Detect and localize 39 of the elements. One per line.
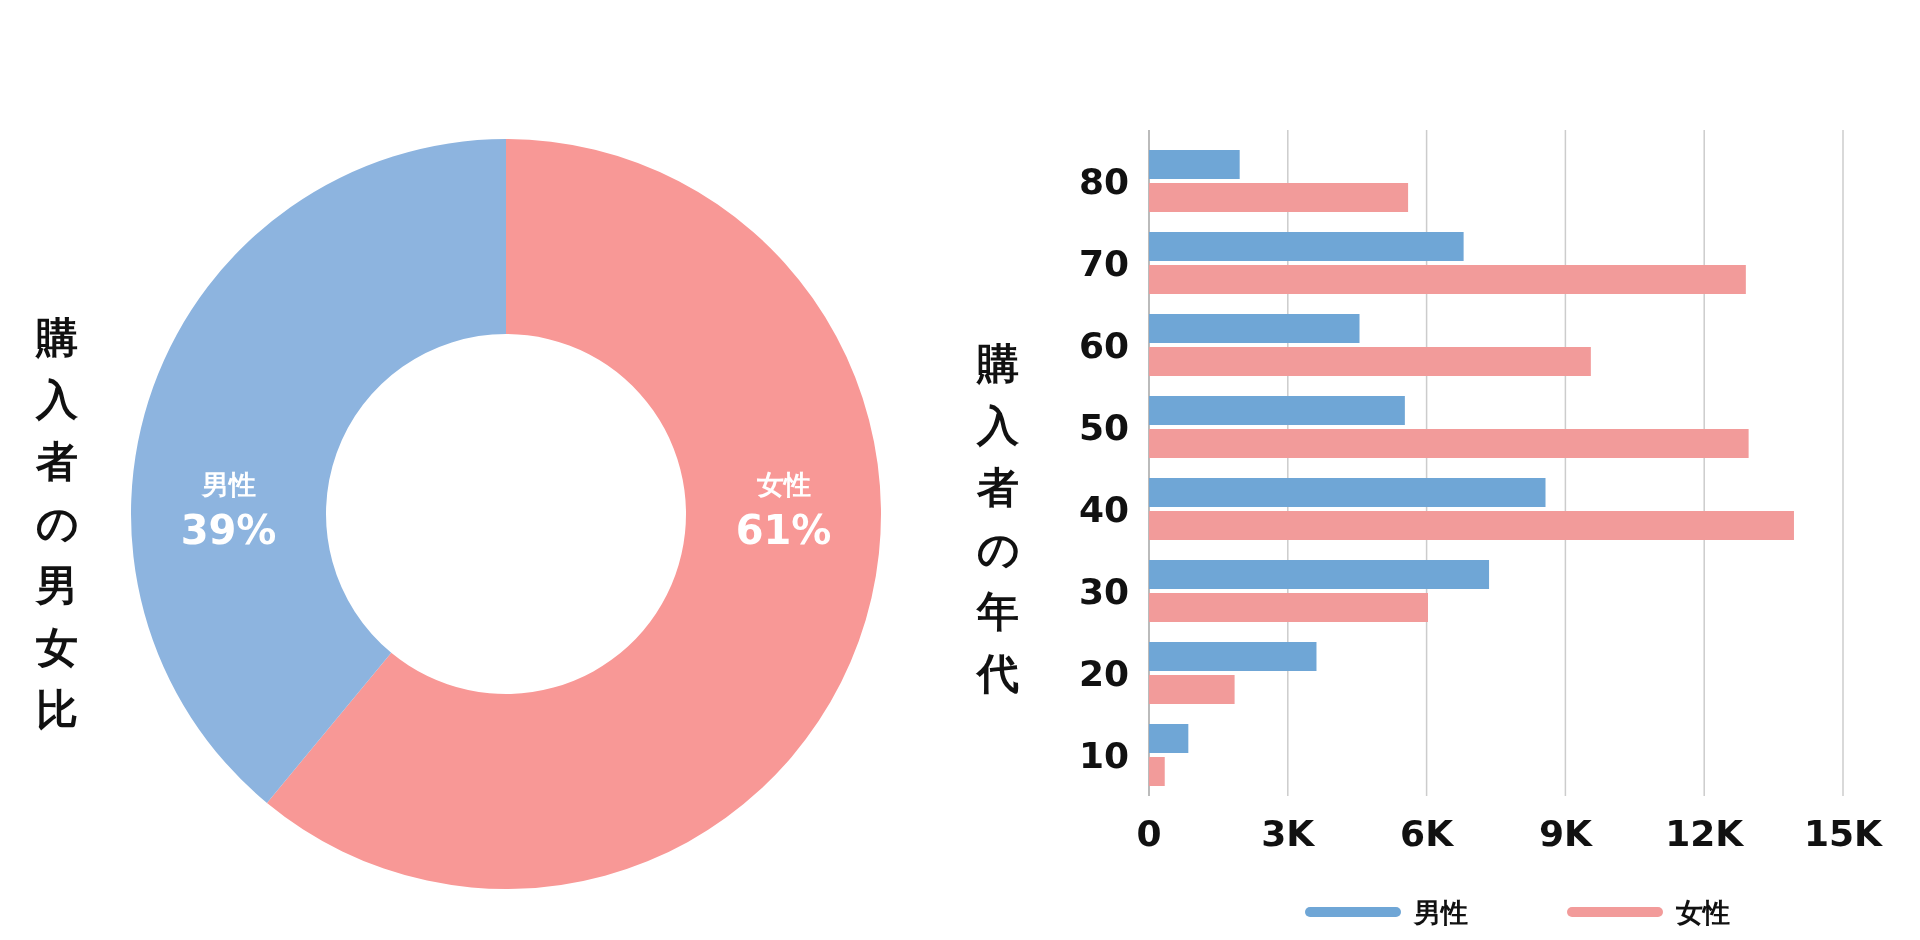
y-tick-label: 30 bbox=[1078, 571, 1129, 612]
x-tick-label: 15K bbox=[1804, 813, 1884, 854]
data-label: 61% bbox=[735, 507, 832, 553]
bar bbox=[1149, 232, 1464, 261]
data-label: 39% bbox=[180, 507, 277, 553]
bar bbox=[1149, 150, 1240, 179]
bar bbox=[1149, 724, 1189, 753]
slice-label: 女性 bbox=[755, 469, 811, 500]
slice-label: 男性 bbox=[200, 469, 256, 500]
legend-label: 男性 bbox=[1413, 897, 1468, 928]
x-tick-label: 0 bbox=[1136, 813, 1162, 854]
bar bbox=[1149, 593, 1428, 622]
y-tick-label: 40 bbox=[1078, 489, 1129, 530]
bar bbox=[1149, 642, 1317, 671]
y-tick-label: 50 bbox=[1078, 407, 1129, 448]
bar bbox=[1149, 560, 1490, 589]
bar bbox=[1149, 511, 1794, 540]
y-tick-label: 80 bbox=[1078, 161, 1129, 202]
y-tick-label: 20 bbox=[1078, 653, 1129, 694]
y-tick-label: 60 bbox=[1078, 325, 1129, 366]
text: 購入者の男女比 bbox=[34, 313, 79, 734]
x-tick-label: 9K bbox=[1538, 813, 1593, 854]
x-tick-label: 6K bbox=[1400, 813, 1455, 854]
x-tick-label: 12K bbox=[1665, 813, 1745, 854]
bar bbox=[1149, 265, 1746, 294]
legend-label: 女性 bbox=[1675, 897, 1730, 928]
donut-slice bbox=[131, 139, 506, 803]
bar bbox=[1149, 314, 1360, 343]
x-tick-label: 3K bbox=[1261, 813, 1316, 854]
bar bbox=[1149, 183, 1409, 212]
bar bbox=[1149, 429, 1749, 458]
bar bbox=[1149, 757, 1165, 786]
y-tick-label: 10 bbox=[1078, 735, 1129, 776]
y-axis-title: 購入者の年代 bbox=[975, 339, 1020, 698]
bar bbox=[1149, 396, 1405, 425]
y-tick-label: 70 bbox=[1078, 243, 1129, 284]
bar bbox=[1149, 675, 1235, 704]
bar bbox=[1149, 478, 1546, 507]
bar bbox=[1149, 347, 1591, 376]
